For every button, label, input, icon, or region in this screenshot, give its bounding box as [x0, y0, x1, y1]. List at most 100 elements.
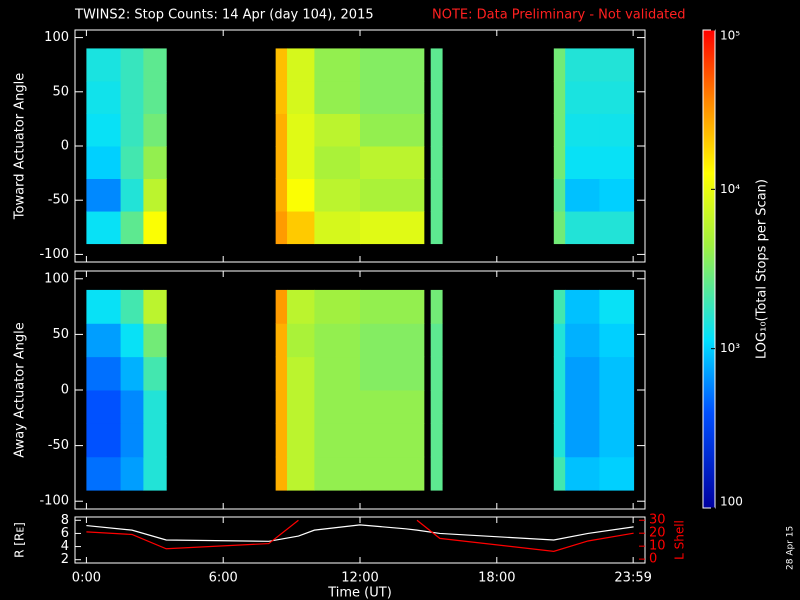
- y2-tick-label: 0: [649, 552, 657, 567]
- heatmap-cell: [565, 456, 600, 491]
- heatmap-cell: [287, 211, 315, 245]
- heatmap-cell: [565, 48, 600, 82]
- y-axis-label: R [Rᴇ]: [13, 522, 27, 558]
- heatmap-cell: [314, 146, 361, 180]
- heatmap-cell: [599, 356, 635, 391]
- heatmap-cell: [120, 80, 144, 114]
- heatmap-cell: [120, 48, 144, 82]
- heatmap-cell: [565, 289, 600, 324]
- heatmap-cell: [143, 289, 167, 324]
- heatmap-cell: [565, 113, 600, 147]
- y2-tick-label: 20: [649, 526, 666, 541]
- heatmap-cell: [86, 80, 122, 114]
- x-axis-label: Time (UT): [327, 586, 392, 600]
- heatmap-cell: [360, 48, 425, 82]
- heatmap-cell: [430, 289, 443, 324]
- y-axis-label: Away Actuator Angle: [13, 322, 28, 457]
- heatmap-cell: [430, 390, 443, 424]
- y-tick-label: 2: [61, 552, 69, 567]
- heatmap-cell: [143, 178, 167, 212]
- heatmap-cell: [430, 211, 443, 245]
- heatmap-cell: [287, 146, 315, 180]
- heatmap-cell: [314, 211, 361, 245]
- heatmap-cell: [553, 80, 566, 114]
- heatmap-cell: [565, 146, 600, 180]
- heatmap-cell: [287, 390, 315, 424]
- colorbar: [702, 29, 716, 509]
- heatmap-cell: [430, 48, 443, 82]
- heatmap-cell: [275, 456, 288, 491]
- y-tick-label: 6: [61, 526, 69, 541]
- x-tick-label: 18:00: [478, 571, 515, 586]
- heatmap-cell: [599, 323, 635, 358]
- heatmap-cell: [86, 390, 122, 424]
- heatmap-cell: [565, 178, 600, 212]
- x-tick-label: 12:00: [341, 571, 378, 586]
- heatmap-cell: [275, 323, 288, 358]
- heatmap-cell: [120, 113, 144, 147]
- heatmap-cell: [287, 323, 315, 358]
- y-tick-label: -50: [48, 193, 69, 208]
- heatmap-cell: [287, 178, 315, 212]
- heatmap-cell: [86, 423, 122, 458]
- x-tick-label: 0:00: [72, 571, 101, 586]
- heatmap-cell: [565, 356, 600, 391]
- heatmap-cell: [314, 423, 361, 458]
- heatmap-cell: [287, 289, 315, 324]
- heatmap-cell: [553, 289, 566, 324]
- heatmap-cell: [599, 178, 635, 212]
- heatmap-cell: [599, 390, 635, 424]
- y2-tick-label: 10: [649, 539, 666, 554]
- heatmap-cell: [143, 456, 167, 491]
- y-tick-label: 50: [52, 84, 69, 99]
- y2-axis-label: L Shell: [673, 520, 687, 560]
- heatmap-cell: [120, 456, 144, 491]
- heatmap-cell: [553, 211, 566, 245]
- heatmap-cell: [553, 356, 566, 391]
- heatmap-cell: [143, 356, 167, 391]
- plot-area: [86, 519, 634, 552]
- y-tick-label: 4: [61, 539, 69, 554]
- y-tick-label: -100: [39, 494, 69, 509]
- heatmap-cell: [430, 423, 443, 458]
- heatmap-cell: [314, 390, 361, 424]
- heatmap-cell: [553, 48, 566, 82]
- heatmap-cell: [360, 356, 425, 391]
- date-stamp: 28 Apr 15: [786, 526, 796, 570]
- heatmap-cell: [553, 423, 566, 458]
- heatmap-cell: [143, 113, 167, 147]
- heatmap-cell: [314, 323, 361, 358]
- heatmap-cell: [360, 211, 425, 245]
- heatmap-cell: [120, 423, 144, 458]
- heatmap-cell: [287, 80, 315, 114]
- heatmap-cell: [360, 80, 425, 114]
- heatmap-cell: [599, 48, 635, 82]
- heatmap-cell: [275, 48, 288, 82]
- heatmap-cell: [287, 356, 315, 391]
- y-tick-label: 50: [52, 327, 69, 342]
- heatmap-cell: [86, 113, 122, 147]
- heatmap-cell: [565, 323, 600, 358]
- heatmap-cell: [565, 80, 600, 114]
- heatmap-cell: [143, 390, 167, 424]
- heatmap-cell: [314, 80, 361, 114]
- heatmap-cell: [430, 113, 443, 147]
- plot-frame: [74, 516, 646, 564]
- heatmap-cell: [430, 456, 443, 491]
- heatmap-cell: [430, 80, 443, 114]
- y-tick-label: 0: [61, 383, 69, 398]
- heatmap-cell: [86, 456, 122, 491]
- heatmap-cell: [314, 289, 361, 324]
- y2-tick-label: 30: [649, 513, 666, 528]
- colorbar-label: LOG₁₀(Total Stops per Scan): [755, 179, 770, 359]
- heatmap-cell: [360, 146, 425, 180]
- heatmap-cell: [275, 356, 288, 391]
- heatmap-cell: [565, 423, 600, 458]
- heatmap-cell: [143, 423, 167, 458]
- heatmap-cell: [430, 146, 443, 180]
- heatmap-cell: [360, 178, 425, 212]
- heatmap-cell: [143, 146, 167, 180]
- heatmap-cell: [553, 178, 566, 212]
- heatmap-cell: [599, 146, 635, 180]
- y-tick-label: 8: [61, 513, 69, 528]
